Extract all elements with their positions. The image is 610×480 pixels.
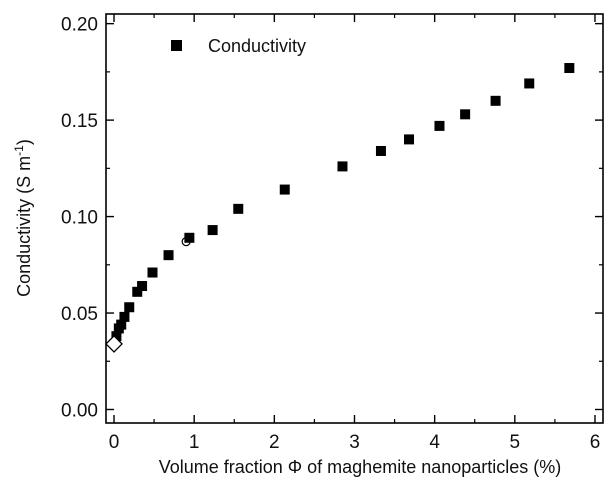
- x-tick-label: 4: [429, 432, 440, 453]
- data-point: [404, 134, 415, 145]
- y-tick-label: 0.05: [61, 304, 98, 325]
- plot-frame: [105, 13, 604, 424]
- y-axis-label-main: Conductivity (S m: [14, 156, 34, 297]
- y-tick-label: 0.15: [61, 111, 98, 132]
- data-point: [132, 286, 143, 297]
- x-axis-ticks: 0 1 2 3 4 5 6: [109, 14, 601, 453]
- y-axis-label-close: ): [14, 139, 34, 145]
- data-point: [490, 95, 501, 106]
- data-point: [279, 184, 290, 195]
- legend: Conductivity: [171, 36, 306, 56]
- data-point: [147, 267, 158, 278]
- y-axis-label: Conductivity (S m-1): [12, 139, 34, 297]
- data-point: [460, 109, 471, 120]
- data-point: [163, 250, 174, 261]
- legend-label: Conductivity: [208, 36, 306, 56]
- data-point: [564, 63, 575, 74]
- x-axis-label: Volume fraction Φ of maghemite nanoparti…: [159, 457, 562, 477]
- data-point: [375, 145, 386, 156]
- x-tick-label: 6: [590, 432, 601, 453]
- data-point: [434, 120, 445, 131]
- data-point: [524, 78, 535, 89]
- x-tick-label: 0: [109, 432, 120, 453]
- x-tick-label: 1: [189, 432, 200, 453]
- data-point: [233, 203, 244, 214]
- open-diamond-marker: [105, 334, 123, 353]
- data-point: [137, 281, 148, 292]
- y-axis-ticks: 0.00 0.05 0.10 0.15 0.20: [61, 15, 603, 421]
- y-tick-label: 0.10: [61, 208, 98, 229]
- x-tick-label: 2: [269, 432, 280, 453]
- data-point: [116, 319, 127, 330]
- data-point: [337, 161, 348, 172]
- data-point: [207, 225, 218, 236]
- open-circle-marker: [181, 237, 191, 247]
- data-point: [184, 232, 195, 243]
- x-tick-label: 5: [510, 432, 521, 453]
- data-point: [124, 302, 135, 313]
- data-point: [111, 331, 122, 342]
- x-tick-label: 3: [349, 432, 360, 453]
- data-point: [119, 311, 130, 322]
- y-axis-label-superscript: -1: [12, 145, 26, 156]
- legend-marker: [171, 40, 182, 51]
- data-points: [105, 63, 575, 353]
- y-tick-label: 0.20: [61, 15, 98, 36]
- y-tick-label: 0.00: [61, 400, 98, 421]
